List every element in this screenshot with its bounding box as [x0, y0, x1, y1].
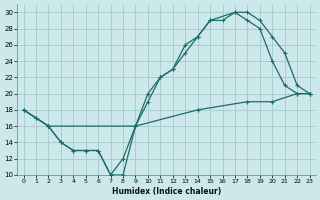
- X-axis label: Humidex (Indice chaleur): Humidex (Indice chaleur): [112, 187, 221, 196]
